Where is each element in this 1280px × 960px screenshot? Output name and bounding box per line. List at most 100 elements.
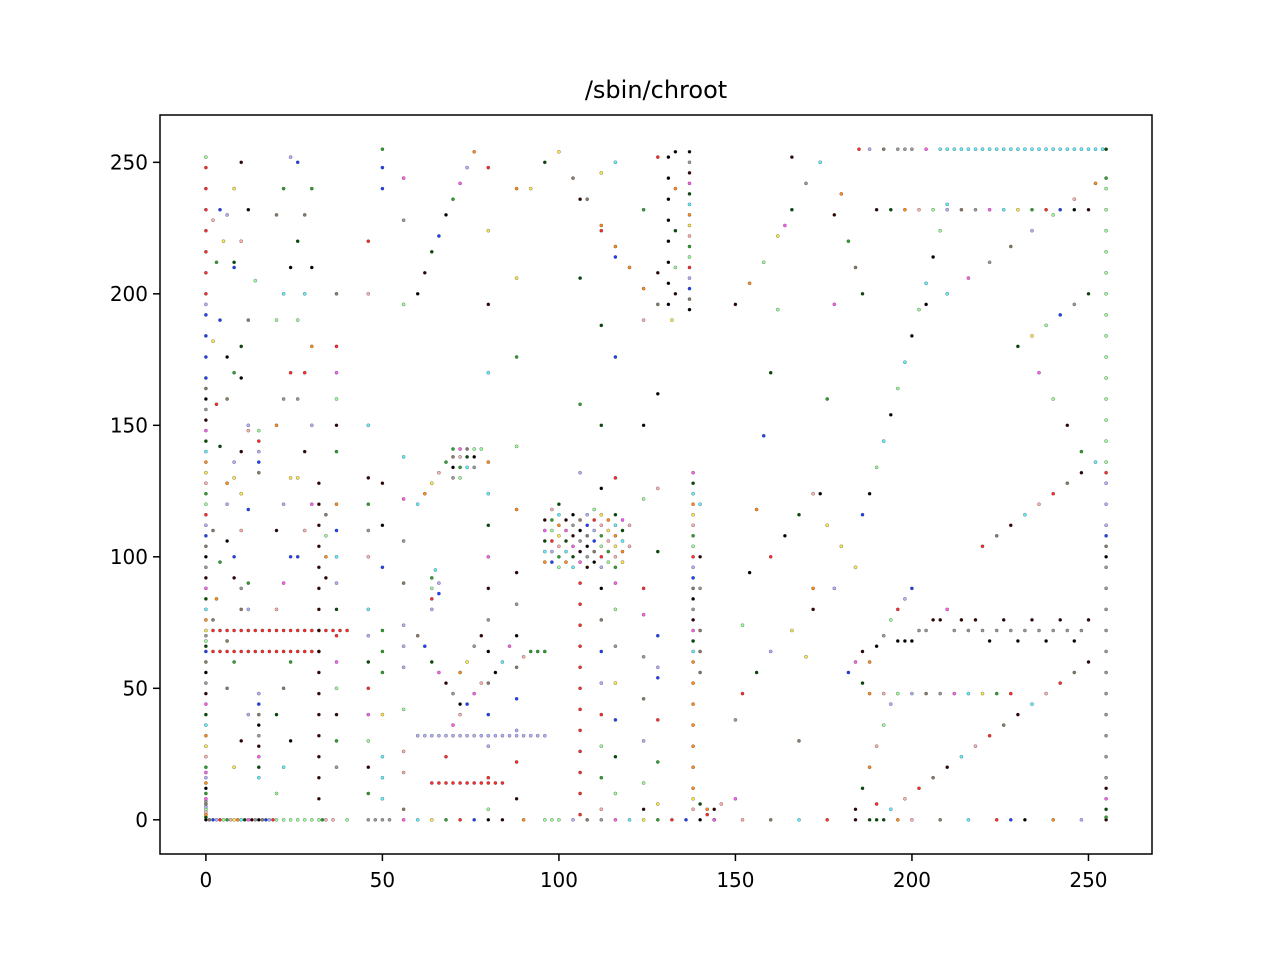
data-point — [542, 160, 547, 165]
data-point — [246, 628, 251, 633]
data-point — [309, 423, 314, 428]
data-point — [867, 147, 872, 152]
x-tick-label: 0 — [200, 868, 213, 892]
data-point — [204, 670, 208, 675]
data-point — [429, 249, 434, 254]
data-point — [966, 276, 971, 280]
data-point — [895, 817, 900, 822]
data-point — [218, 318, 222, 322]
data-point — [613, 565, 618, 570]
data-point — [429, 817, 434, 822]
data-point — [366, 502, 371, 507]
data-point — [599, 554, 604, 559]
data-point — [613, 523, 618, 528]
data-point — [1058, 313, 1063, 317]
data-point — [451, 691, 455, 696]
data-point — [302, 528, 307, 533]
data-point — [673, 228, 678, 233]
data-point — [1023, 628, 1027, 633]
data-point — [655, 270, 660, 275]
data-point — [317, 586, 321, 591]
data-point — [599, 712, 604, 717]
data-point — [1104, 786, 1108, 791]
data-point — [429, 586, 434, 591]
data-point — [366, 607, 371, 612]
data-point — [599, 323, 604, 328]
data-point — [867, 660, 872, 664]
data-point — [655, 802, 660, 806]
data-point — [938, 817, 943, 822]
data-point — [775, 307, 780, 312]
data-point — [309, 649, 314, 654]
data-point — [204, 765, 208, 770]
data-point — [1104, 207, 1108, 212]
data-point — [571, 533, 575, 538]
data-point — [288, 739, 293, 743]
data-point — [486, 586, 491, 591]
data-point — [256, 470, 261, 475]
data-point — [225, 502, 229, 507]
data-point — [980, 691, 985, 696]
data-point — [422, 644, 427, 649]
data-point — [334, 686, 339, 691]
data-point — [256, 712, 261, 717]
data-point — [317, 817, 321, 822]
data-point — [740, 691, 745, 696]
data-point — [204, 775, 208, 780]
data-point — [542, 528, 547, 533]
data-point — [204, 502, 208, 507]
data-point — [966, 628, 971, 633]
chart-title: /sbin/chroot — [585, 76, 727, 104]
data-point — [256, 691, 261, 696]
data-point — [486, 302, 491, 307]
data-point — [931, 255, 935, 259]
data-point — [641, 807, 646, 812]
data-point — [747, 281, 752, 286]
data-point — [214, 402, 219, 407]
data-point — [775, 234, 780, 238]
data-point — [225, 628, 229, 633]
data-point — [687, 213, 692, 217]
data-point — [578, 728, 582, 733]
data-point — [903, 147, 907, 152]
data-point — [380, 670, 385, 675]
y-tick-label: 200 — [110, 282, 148, 306]
data-point — [479, 781, 484, 785]
data-point — [1104, 565, 1108, 570]
data-point — [768, 817, 773, 822]
data-point — [666, 281, 671, 286]
data-point — [218, 444, 222, 449]
data-point — [874, 817, 879, 822]
data-point — [592, 528, 597, 533]
data-point — [1072, 302, 1077, 307]
data-point — [804, 181, 808, 186]
data-point — [550, 549, 554, 554]
data-point — [1104, 291, 1108, 296]
data-point — [945, 607, 950, 612]
data-point — [465, 702, 469, 706]
data-point — [987, 207, 992, 212]
data-point — [691, 470, 695, 475]
data-point — [557, 533, 561, 538]
data-point — [324, 817, 328, 822]
data-point — [444, 733, 448, 738]
data-point — [860, 786, 865, 791]
data-point — [366, 712, 371, 717]
data-point — [1016, 639, 1020, 643]
data-point — [867, 691, 872, 696]
data-point — [451, 733, 455, 738]
data-point — [691, 639, 695, 643]
data-point — [811, 607, 815, 612]
data-point — [380, 649, 385, 654]
data-point — [550, 817, 554, 822]
data-point — [507, 733, 512, 738]
data-point — [578, 686, 582, 691]
data-point — [500, 660, 505, 664]
data-point — [366, 817, 371, 822]
data-point — [578, 518, 582, 522]
data-point — [256, 817, 261, 822]
data-point — [1104, 754, 1108, 759]
data-point — [380, 565, 385, 570]
data-point — [221, 817, 226, 822]
data-point — [458, 670, 462, 675]
